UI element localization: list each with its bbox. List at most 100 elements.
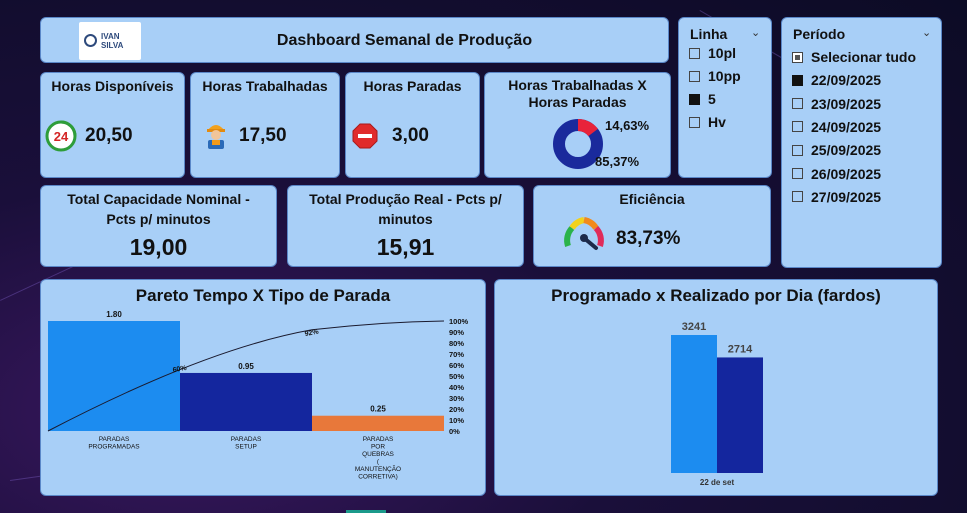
checkbox[interactable] [792,144,803,156]
kpi-producao-real: Total Produção Real - Pcts p/ minutos 15… [287,185,524,267]
category-label: CORRETIVA) [358,474,398,481]
slicer-item-label: 22/09/2025 [811,72,882,89]
cumulative-line [47,320,445,432]
checkbox[interactable] [792,74,803,86]
y2-tick-label: 50% [449,372,464,381]
slicer-item-label: 25/09/2025 [811,142,882,159]
checkbox[interactable] [792,98,803,110]
bar-value-label: 2714 [728,343,753,355]
kpi-label: Horas Paradas [363,78,462,94]
checkbox[interactable] [792,191,803,203]
donut-chart [553,119,603,169]
bar-value-label: 0.95 [238,362,254,371]
checkbox[interactable] [792,51,803,63]
pareto-chart-card: Pareto Tempo X Tipo de Parada 1.80 PARADA… [40,279,486,496]
kpi-value: 15,91 [376,234,435,260]
y2-tick-label: 30% [449,394,464,403]
y2-tick-label: 80% [449,339,464,348]
chevron-down-icon[interactable]: ⌄ [922,27,932,39]
pareto-bar [48,321,180,431]
category-label: PARADAS [99,436,130,443]
slicer-item[interactable]: 24/09/2025 [792,119,881,135]
dashboard-title: Dashboard Semanal de Produção [276,32,533,49]
slicer-item-label: 23/09/2025 [811,95,882,112]
donut-title-line1: Horas Trabalhadas X [508,77,647,93]
series-bar [671,335,717,473]
slicer-item[interactable]: 5 [689,91,716,107]
slicer-item[interactable]: 10pp [689,68,741,84]
category-label: POR [371,444,385,451]
slicer-item[interactable]: 27/09/2025 [792,189,881,205]
slicer-item[interactable]: 23/09/2025 [792,96,881,112]
slicer-linha: Linha ⌄ 10pl 10pp 5 Hv [678,17,772,178]
kpi-label: Horas Disponíveis [51,78,174,94]
logo-line2: SILVA [101,41,124,50]
kpi-value: 83,73% [616,228,681,249]
kpi-horas-trabalhadas: Horas Trabalhadas 17,50 [190,72,340,178]
slicer-title: Período [793,26,846,42]
category-label: SETUP [235,444,257,451]
kpi-label-line2: minutos [378,211,433,227]
kpi-eficiencia: Eficiência 83,73% [533,185,771,267]
kpi-capacidade-nominal: Total Capacidade Nominal - Pcts p/ minut… [40,185,277,267]
category-label: QUEBRAS [362,451,394,458]
checkbox[interactable] [689,70,700,82]
kpi-label-line1: Total Produção Real - Pcts p/ [309,191,502,207]
donut-title-line2: Horas Paradas [528,94,627,110]
chart-title: Pareto Tempo X Tipo de Parada [135,286,391,305]
slicer-item[interactable]: Selecionar tudo [792,49,916,65]
bar-value-label: 1.80 [106,310,122,319]
slicer-item[interactable]: 22/09/2025 [792,72,881,88]
slicer-item-label: 5 [708,91,716,107]
checkbox[interactable] [792,168,803,179]
slicer-item[interactable]: 10pl [689,45,736,61]
slicer-item[interactable]: 25/09/2025 [792,142,881,158]
slicer-item[interactable]: 26/09/2025 [792,166,881,182]
y2-tick-label: 10% [449,416,464,425]
category-label: 22 de set [700,478,735,487]
kpi-value: 20,50 [85,125,133,146]
kpi-value: 19,00 [129,234,188,260]
y2-tick-label: 60% [449,361,464,370]
slicer-item-label: 27/09/2025 [811,188,882,205]
checkbox[interactable] [689,116,700,128]
slicer-item-label: Hv [708,114,726,130]
category-label: PROGRAMADAS [88,444,140,451]
gauge-icon [564,217,604,250]
pareto-bar [180,372,312,431]
checkbox[interactable] [792,121,803,133]
kpi-value: 17,50 [239,125,287,146]
donut-pct-small: 14,63% [605,118,650,133]
kpi-horas-disponiveis: Horas Disponíveis 24 20,50 [40,72,185,178]
bar-value-label: 0.25 [370,405,386,414]
slicer-item[interactable]: Hv [689,114,726,130]
kpi-label-line2: Pcts p/ minutos [106,211,211,227]
company-logo: IVAN SILVA [79,22,141,60]
bar-value-label: 3241 [682,321,706,333]
background-accent [346,510,386,513]
y2-tick-label: 100% [449,317,469,326]
series-bar [717,357,763,473]
category-label: ( [377,459,380,466]
worker-icon [207,125,225,149]
slicer-item-label: 10pl [708,45,737,61]
pareto-chart: 1.80PARADASPROGRAMADAS0.95PARADASSETUP0.… [47,310,469,481]
chart-title: Programado x Realizado por Dia (fardos) [551,286,881,305]
category-label: MANUTENÇÃO [355,464,401,473]
category-label: PARADAS [363,436,394,443]
kpi-label: Eficiência [619,191,685,207]
kpi-horas-donut: Horas Trabalhadas X Horas Paradas 14,63%… [484,72,671,178]
donut-pct-large: 85,37% [595,154,640,169]
stop-sign-icon [352,123,378,149]
brain-icon [84,34,97,47]
checkbox[interactable] [689,47,700,59]
kpi-label-line1: Total Capacidade Nominal - [67,191,250,207]
donut-slice-small [577,119,598,137]
pareto-bar [312,415,444,431]
slicer-item-label: 26/09/2025 [811,165,882,182]
y2-tick-label: 70% [449,350,464,359]
slicer-title: Linha [690,26,728,42]
chevron-down-icon[interactable]: ⌄ [751,27,761,39]
slicer-item-label: Selecionar tudo [811,49,917,65]
checkbox[interactable] [689,93,700,105]
